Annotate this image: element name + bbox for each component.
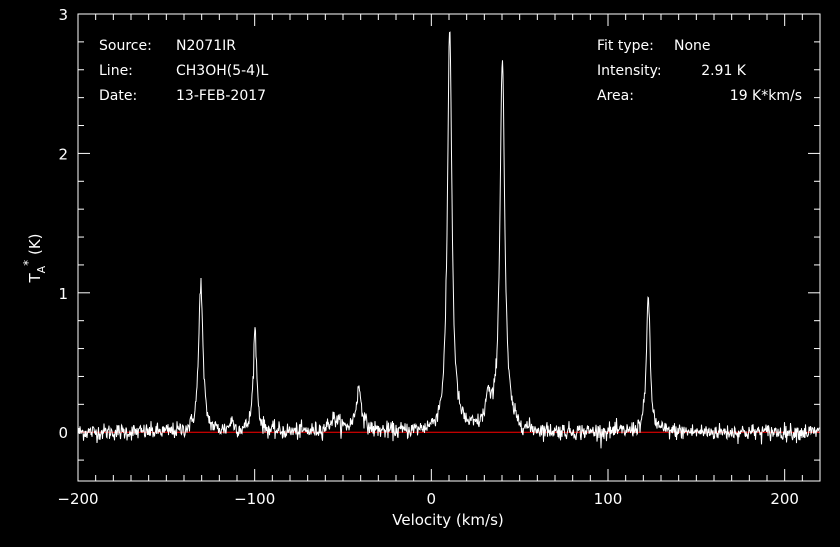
info-value: N2071IR [176,38,236,54]
info-label: Intensity: [597,63,662,79]
y-axis-title: TA* (K) [21,233,48,283]
x-axis-title: Velocity (km/s) [392,511,503,529]
info-value: 2.91 K [701,63,747,79]
info-label: Fit type: [597,38,654,54]
plot-frame [77,13,821,482]
info-label: Date: [99,88,137,104]
y-axis-sup: * [21,260,35,266]
x-tick-label: 0 [427,490,437,508]
y-axis-main: T [26,273,44,284]
info-value: 19 K*km/s [730,88,802,104]
y-tick-label: 3 [58,6,68,24]
info-value: None [674,38,711,54]
info-value: 13-FEB-2017 [176,88,266,104]
y-tick-label: 2 [58,145,68,163]
x-tick-label: 100 [594,490,623,508]
y-tick-label: 1 [58,285,68,303]
info-label: Area: [597,88,634,104]
y-ticks [78,13,820,461]
spectrum-line [78,31,820,449]
y-axis-sub: A [35,265,48,273]
x-tick-label: 200 [770,490,799,508]
info-label: Line: [99,63,133,79]
info-block-right: Fit type: None Intensity: 2.91 K Area: 1… [597,38,802,104]
tick-labels: −200 −100 0 100 200 0 1 2 3 [57,6,799,508]
svg-text:TA* (K): TA* (K) [21,233,48,283]
x-tick-label: −100 [234,490,275,508]
info-block-left: Source: N2071IR Line: CH3OH(5-4)L Date: … [99,38,269,104]
y-tick-label: 0 [58,424,68,442]
info-value: CH3OH(5-4)L [176,63,269,79]
info-label: Source: [99,38,152,54]
x-tick-label: −200 [57,490,98,508]
y-axis-unit: (K) [26,233,44,255]
